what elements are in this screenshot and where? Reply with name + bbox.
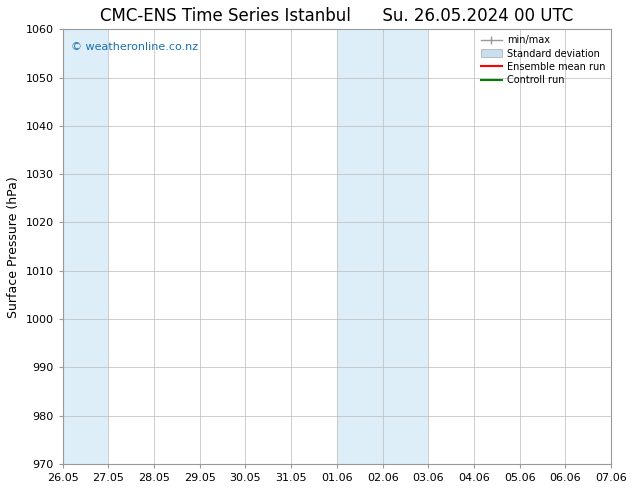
Bar [63,29,108,464]
Legend: min/max, Standard deviation, Ensemble mean run, Controll run: min/max, Standard deviation, Ensemble me… [477,31,609,89]
Bar [337,29,383,464]
Title: CMC-ENS Time Series Istanbul      Su. 26.05.2024 00 UTC: CMC-ENS Time Series Istanbul Su. 26.05.2… [100,7,574,25]
Bar [383,29,429,464]
Y-axis label: Surface Pressure (hPa): Surface Pressure (hPa) [7,176,20,318]
Text: © weatheronline.co.nz: © weatheronline.co.nz [71,42,198,52]
